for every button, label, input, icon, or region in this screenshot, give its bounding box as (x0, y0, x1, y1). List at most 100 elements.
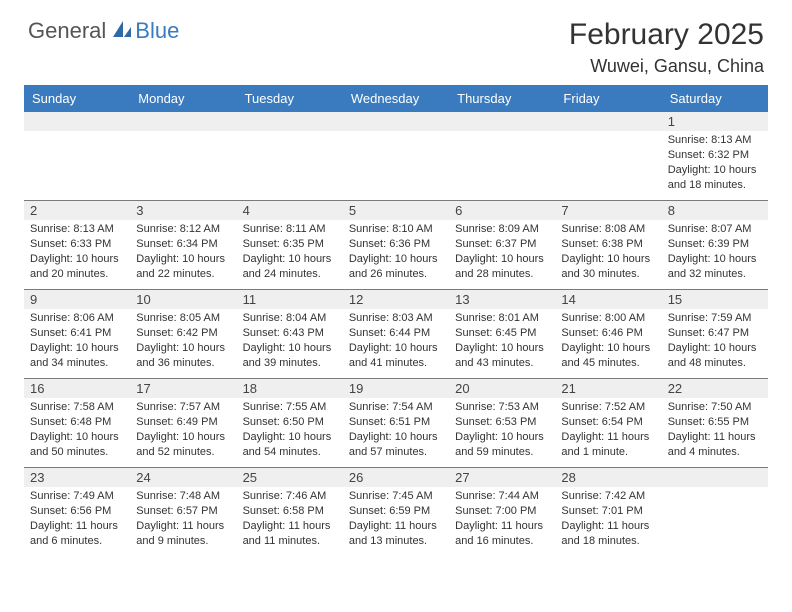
daylight-value: Daylight: 11 hours and 11 minutes. (243, 519, 337, 549)
sunset-value: Sunset: 6:49 PM (136, 415, 230, 430)
daylight-value: Daylight: 10 hours and 41 minutes. (349, 341, 443, 371)
sunset-value: Sunset: 6:53 PM (455, 415, 549, 430)
sunset-value: Sunset: 6:55 PM (668, 415, 762, 430)
sunrise-value: Sunrise: 8:13 AM (668, 133, 762, 148)
sunset-value: Sunset: 6:58 PM (243, 504, 337, 519)
sunrise-value: Sunrise: 7:55 AM (243, 400, 337, 415)
sunset-value: Sunset: 6:37 PM (455, 237, 549, 252)
sunset-value: Sunset: 6:48 PM (30, 415, 124, 430)
day-cell (662, 468, 768, 556)
sunrise-value: Sunrise: 7:53 AM (455, 400, 549, 415)
daylight-value: Daylight: 10 hours and 45 minutes. (561, 341, 655, 371)
day-number: 11 (237, 290, 343, 309)
sunrise-value: Sunrise: 8:05 AM (136, 311, 230, 326)
sunrise-value: Sunrise: 8:09 AM (455, 222, 549, 237)
dow-friday: Friday (555, 85, 661, 112)
dow-tuesday: Tuesday (237, 85, 343, 112)
day-number: 16 (24, 379, 130, 398)
daylight-value: Daylight: 10 hours and 34 minutes. (30, 341, 124, 371)
sunrise-value: Sunrise: 8:07 AM (668, 222, 762, 237)
day-cell: 20Sunrise: 7:53 AMSunset: 6:53 PMDayligh… (449, 379, 555, 467)
daylight-value: Daylight: 11 hours and 16 minutes. (455, 519, 549, 549)
day-number: 27 (449, 468, 555, 487)
day-cell (555, 112, 661, 200)
daylight-value: Daylight: 11 hours and 9 minutes. (136, 519, 230, 549)
sunrise-value: Sunrise: 8:03 AM (349, 311, 443, 326)
sunrise-value: Sunrise: 7:58 AM (30, 400, 124, 415)
daylight-value: Daylight: 10 hours and 48 minutes. (668, 341, 762, 371)
daylight-value: Daylight: 10 hours and 30 minutes. (561, 252, 655, 282)
daylight-value: Daylight: 11 hours and 4 minutes. (668, 430, 762, 460)
dow-thursday: Thursday (449, 85, 555, 112)
day-cell: 6Sunrise: 8:09 AMSunset: 6:37 PMDaylight… (449, 201, 555, 289)
day-cell: 5Sunrise: 8:10 AMSunset: 6:36 PMDaylight… (343, 201, 449, 289)
sunset-value: Sunset: 6:50 PM (243, 415, 337, 430)
day-of-week-header: Sunday Monday Tuesday Wednesday Thursday… (24, 85, 768, 112)
day-cell: 7 Sunrise: 8:08 AMSunset: 6:38 PMDaylight… (555, 201, 661, 289)
sunrise-value: Sunrise: 8:08 AM (561, 222, 655, 237)
day-number: 18 (237, 379, 343, 398)
day-number: 14 (555, 290, 661, 309)
sunrise-value: Sunrise: 8:10 AM (349, 222, 443, 237)
sunrise-value: Sunrise: 8:01 AM (455, 311, 549, 326)
day-cell: 28 Sunrise: 7:42 AMSunset: 7:01 PMDayligh… (555, 468, 661, 556)
daylight-value: Daylight: 10 hours and 36 minutes. (136, 341, 230, 371)
sunset-value: Sunset: 7:01 PM (561, 504, 655, 519)
day-number (555, 112, 661, 131)
week-row: 1 Sunrise: 8:13 AMSunset: 6:32 PMDaylight… (24, 112, 768, 201)
day-cell: 21Sunrise: 7:52 AMSunset: 6:54 PMDayligh… (555, 379, 661, 467)
day-cell: 16 Sunrise: 7:58 AMSunset: 6:48 PMDayligh… (24, 379, 130, 467)
sunrise-value: Sunrise: 7:52 AM (561, 400, 655, 415)
day-number: 23 (24, 468, 130, 487)
sunset-value: Sunset: 6:56 PM (30, 504, 124, 519)
day-number: 2 (24, 201, 130, 220)
day-cell: 18Sunrise: 7:55 AMSunset: 6:50 PMDayligh… (237, 379, 343, 467)
day-number: 7 (555, 201, 661, 220)
day-cell: 10Sunrise: 8:05 AMSunset: 6:42 PMDayligh… (130, 290, 236, 378)
week-row: 16Sunrise: 7:58 AMSunset: 6:48 PMDayligh… (24, 379, 768, 468)
sunset-value: Sunset: 6:46 PM (561, 326, 655, 341)
dow-sunday: Sunday (24, 85, 130, 112)
sunrise-value: Sunrise: 8:00 AM (561, 311, 655, 326)
day-cell: 19Sunrise: 7:54 AMSunset: 6:51 PMDayligh… (343, 379, 449, 467)
day-cell (24, 112, 130, 200)
daylight-value: Daylight: 10 hours and 18 minutes. (668, 163, 762, 193)
sunrise-value: Sunrise: 8:12 AM (136, 222, 230, 237)
day-cell: 12Sunrise: 8:03 AMSunset: 6:44 PMDayligh… (343, 290, 449, 378)
day-cell: 1 Sunrise: 8:13 AMSunset: 6:32 PMDaylight… (662, 112, 768, 200)
sunrise-value: Sunrise: 7:42 AM (561, 489, 655, 504)
daylight-value: Daylight: 10 hours and 32 minutes. (668, 252, 762, 282)
calendar-body: 1Sunrise: 8:13 AMSunset: 6:32 PMDaylight… (24, 112, 768, 556)
day-number: 5 (343, 201, 449, 220)
sunset-value: Sunset: 6:59 PM (349, 504, 443, 519)
day-cell: 25Sunrise: 7:46 AMSunset: 6:58 PMDayligh… (237, 468, 343, 556)
sail-icon (111, 19, 133, 44)
day-number: 28 (555, 468, 661, 487)
day-number: 21 (555, 379, 661, 398)
daylight-value: Daylight: 10 hours and 50 minutes. (30, 430, 124, 460)
sunset-value: Sunset: 6:47 PM (668, 326, 762, 341)
sunset-value: Sunset: 6:51 PM (349, 415, 443, 430)
sunset-value: Sunset: 6:38 PM (561, 237, 655, 252)
sunset-value: Sunset: 6:57 PM (136, 504, 230, 519)
day-number (449, 112, 555, 131)
week-row: 9Sunrise: 8:06 AMSunset: 6:41 PMDaylight… (24, 290, 768, 379)
sunset-value: Sunset: 6:36 PM (349, 237, 443, 252)
day-cell: 13Sunrise: 8:01 AMSunset: 6:45 PMDayligh… (449, 290, 555, 378)
day-cell: 3Sunrise: 8:12 AMSunset: 6:34 PMDaylight… (130, 201, 236, 289)
day-cell: 23Sunrise: 7:49 AMSunset: 6:56 PMDayligh… (24, 468, 130, 556)
sunset-value: Sunset: 6:41 PM (30, 326, 124, 341)
daylight-value: Daylight: 11 hours and 1 minute. (561, 430, 655, 460)
daylight-value: Daylight: 11 hours and 18 minutes. (561, 519, 655, 549)
day-number: 15 (662, 290, 768, 309)
logo-text-blue: Blue (135, 18, 179, 44)
sunset-value: Sunset: 6:32 PM (668, 148, 762, 163)
day-number (24, 112, 130, 131)
sunrise-value: Sunrise: 8:06 AM (30, 311, 124, 326)
calendar: Sunday Monday Tuesday Wednesday Thursday… (0, 85, 792, 556)
day-cell: 8Sunrise: 8:07 AMSunset: 6:39 PMDaylight… (662, 201, 768, 289)
sunrise-value: Sunrise: 7:45 AM (349, 489, 443, 504)
day-cell (343, 112, 449, 200)
day-number: 1 (662, 112, 768, 131)
day-number (343, 112, 449, 131)
